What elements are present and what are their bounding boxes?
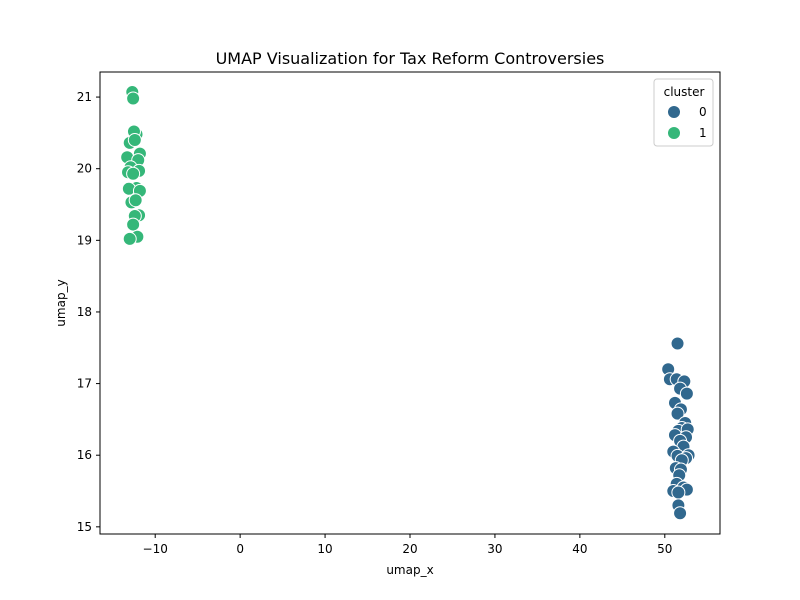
data-point-cluster-1: [126, 91, 141, 106]
data-point-cluster-1: [126, 217, 141, 232]
legend-label-1: 1: [699, 126, 707, 140]
data-point-cluster-0: [671, 485, 686, 500]
legend-label-0: 0: [699, 105, 707, 119]
data-point-cluster-1: [122, 231, 137, 246]
x-tick-label: 50: [657, 542, 672, 556]
data-point-cluster-0: [673, 506, 688, 521]
x-axis: −10 0 10 20 30 40 50: [143, 534, 672, 556]
y-tick-label: 15: [77, 520, 92, 534]
data-point-cluster-0: [670, 336, 685, 351]
x-tick-label: 40: [572, 542, 587, 556]
legend-title: cluster: [664, 85, 705, 99]
y-tick-label: 16: [77, 448, 92, 462]
chart-title: UMAP Visualization for Tax Reform Contro…: [216, 49, 605, 68]
data-point-cluster-1: [126, 166, 141, 181]
x-tick-label: 20: [402, 542, 417, 556]
data-point-cluster-0: [679, 386, 694, 401]
legend-box: [653, 78, 714, 147]
y-tick-label: 20: [77, 162, 92, 176]
y-axis-label: umap_y: [54, 279, 68, 326]
x-tick-label: −10: [143, 542, 168, 556]
x-axis-label: umap_x: [386, 563, 433, 577]
data-point-cluster-1: [127, 133, 142, 148]
legend: cluster 0 1: [653, 78, 714, 147]
points-layer: [120, 85, 696, 521]
y-tick-label: 19: [77, 233, 92, 247]
x-tick-label: 10: [317, 542, 332, 556]
x-tick-label: 0: [236, 542, 244, 556]
y-tick-label: 17: [77, 377, 92, 391]
plot-frame: [99, 71, 721, 535]
data-point-cluster-0: [670, 406, 685, 421]
y-axis: 15 16 17 18 19 20 21: [77, 90, 100, 534]
x-tick-label: 30: [487, 542, 502, 556]
legend-marker-0: [668, 106, 680, 118]
legend-marker-1: [668, 127, 680, 139]
y-tick-label: 21: [77, 90, 92, 104]
y-tick-label: 18: [77, 305, 92, 319]
data-point-cluster-1: [128, 193, 143, 208]
